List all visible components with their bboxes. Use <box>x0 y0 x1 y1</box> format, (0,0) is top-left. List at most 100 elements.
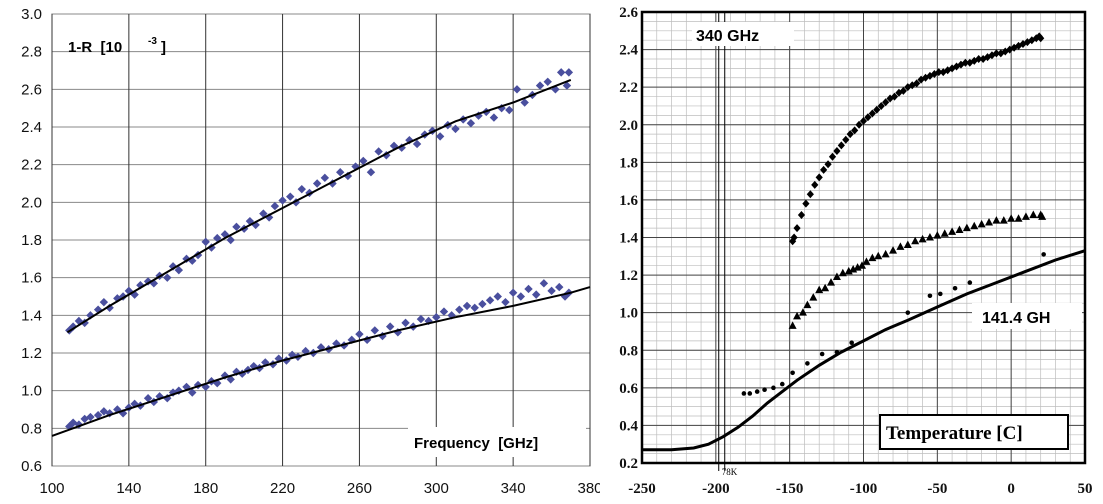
x-tick-label: 0 <box>1007 481 1015 497</box>
data-point-340ghz <box>859 116 868 125</box>
data-point-340ghz <box>820 165 828 174</box>
annotation-340ghz: 340 GHz <box>696 28 759 45</box>
x-tick-label: 300 <box>424 480 449 497</box>
data-point-triangle-series <box>798 308 807 316</box>
data-point-340ghz <box>904 83 912 92</box>
x-tick-label: -50 <box>927 481 947 497</box>
data-point-triangle-series <box>977 219 986 228</box>
data-point-series-1 <box>68 322 78 331</box>
data-point-340ghz <box>952 62 961 71</box>
data-point-series-1 <box>564 68 574 77</box>
x-tick-label: -100 <box>850 481 878 497</box>
data-point-series-1 <box>336 168 345 177</box>
data-point-141ghz <box>819 351 825 357</box>
data-point-series-1 <box>466 119 476 128</box>
temperature-chart: 0.2 0.4 0.6 0.8 1.0 1.2 1.4 1.6 1.8 2.0 2.2 2.4 2.6 -… <box>604 0 1103 504</box>
data-point-series-1 <box>188 256 197 265</box>
x-tick-label: -250 <box>628 481 656 497</box>
x-tick-label: 220 <box>270 480 295 497</box>
data-point-series-2 <box>455 305 464 314</box>
y-tick-label: 1.4 <box>619 231 638 247</box>
data-point-series-2 <box>385 322 395 331</box>
y-tick-label: 2.0 <box>21 194 42 211</box>
y-tick-label: 3.0 <box>21 6 42 23</box>
y-tick-label: 2.2 <box>21 157 42 174</box>
data-point-triangle-series <box>788 321 797 329</box>
data-point-series-2 <box>188 388 197 397</box>
data-point-series-1 <box>80 318 89 328</box>
data-point-series-1 <box>366 168 376 177</box>
data-point-triangle-series <box>1021 212 1030 220</box>
data-point-triangle-series <box>815 285 824 294</box>
data-point-triangle-series <box>1007 214 1016 222</box>
data-point-triangle-series <box>948 227 957 235</box>
plot-border <box>640 10 1087 465</box>
reference-line-label: 78K <box>722 467 738 477</box>
data-point-series-2 <box>532 290 541 299</box>
frequency-chart: 0.6 0.8 1.0 1.2 1.4 1.6 1.8 2.0 2.2 2.4 2.6 2.8 3.0 1… <box>21 6 600 497</box>
data-point-340ghz <box>944 66 952 75</box>
data-point-series-1 <box>259 209 268 218</box>
data-point-340ghz <box>917 75 925 84</box>
data-point-series-1 <box>270 201 280 211</box>
data-point-series-2 <box>478 299 487 309</box>
y-tick-label: 2.2 <box>619 80 638 96</box>
data-point-series-2 <box>508 288 518 297</box>
data-point-series-2 <box>539 279 549 288</box>
annotation-141ghz-background <box>972 303 1082 329</box>
fit-curve <box>642 249 1086 452</box>
data-point-340ghz <box>877 101 885 110</box>
y-tick-label: 1.2 <box>619 268 638 284</box>
data-point-340ghz <box>851 126 859 135</box>
data-point-141ghz <box>1041 252 1046 257</box>
y-tick-label: 2.6 <box>21 81 42 98</box>
data-point-series-1 <box>543 77 552 86</box>
data-point-triangle-series <box>844 266 853 275</box>
y-tick-label: 1.0 <box>619 306 638 322</box>
y-tick-label: 0.8 <box>21 420 42 437</box>
data-point-triangle-series <box>853 263 862 271</box>
data-point-series-2 <box>439 307 449 316</box>
data-point-340ghz <box>864 113 872 122</box>
data-point-141ghz <box>937 291 943 297</box>
y-tick-label: 0.2 <box>619 456 638 472</box>
data-point-series-2 <box>416 314 426 324</box>
x-tick-label: 380 <box>577 480 600 497</box>
data-point-series-2 <box>143 394 153 403</box>
y-tick-label: 0.8 <box>619 343 638 359</box>
data-point-triangle-series <box>827 278 836 286</box>
data-point-series-2 <box>86 412 95 422</box>
x-tick-label: 50 <box>1078 481 1093 497</box>
data-point-series-2 <box>501 297 510 307</box>
data-point-triangle-series <box>925 233 934 241</box>
chart-title: 1-R [10 -3] <box>68 36 166 56</box>
data-point-series-1 <box>213 233 222 243</box>
data-point-series-2 <box>555 282 564 292</box>
data-point-340ghz <box>1037 34 1045 43</box>
y-tick-label: 1.0 <box>21 383 42 400</box>
data-point-340ghz <box>975 54 983 63</box>
y-tick-label: 1.8 <box>21 232 42 249</box>
data-point-series-2 <box>93 410 103 420</box>
data-point-triangle-series <box>881 249 890 258</box>
x-axis-label-box <box>879 414 1069 450</box>
data-point-340ghz <box>983 53 992 62</box>
data-point-triangle-series <box>858 261 867 269</box>
data-point-series-1 <box>278 196 287 205</box>
data-point-series-2 <box>485 296 495 305</box>
data-point-triangle-series <box>911 236 920 245</box>
x-tick-label: -150 <box>776 481 804 497</box>
data-point-series-1 <box>505 105 514 115</box>
data-point-340ghz <box>1006 45 1014 54</box>
data-point-340ghz <box>966 58 974 67</box>
data-point-triangle-series <box>889 246 898 254</box>
y-tick-label: 1.8 <box>619 155 638 171</box>
data-point-series-1 <box>435 132 445 141</box>
data-point-141ghz <box>779 381 785 387</box>
y-tick-label: 2.8 <box>21 44 42 61</box>
data-point-340ghz <box>828 152 837 161</box>
data-point-340ghz <box>899 86 907 95</box>
chart-title-bracket: ] <box>161 39 166 56</box>
data-point-series-1 <box>201 237 210 247</box>
data-point-series-2 <box>547 286 556 296</box>
